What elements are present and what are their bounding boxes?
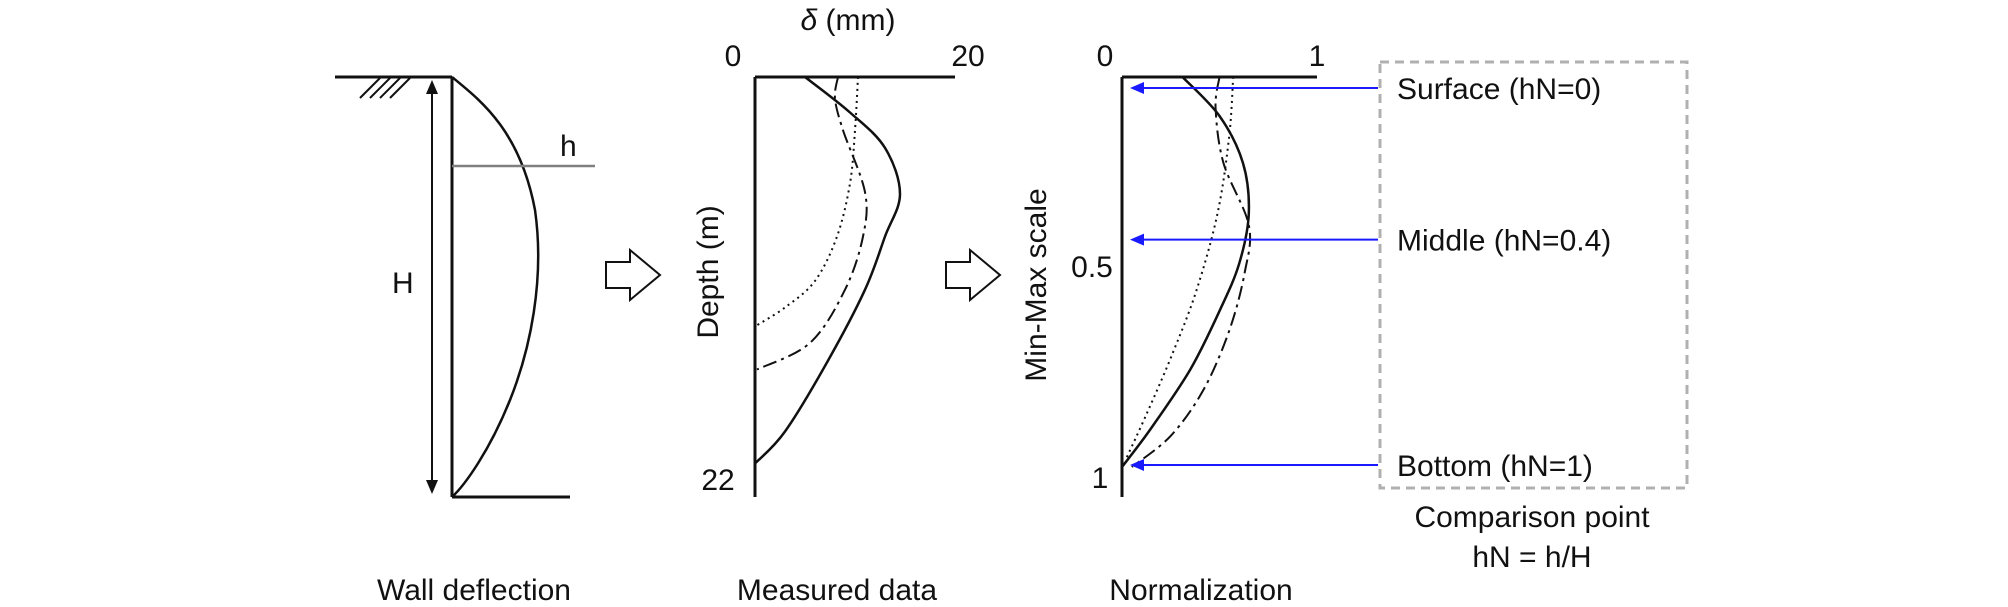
comparison-arrowhead-icon (1130, 233, 1144, 246)
x-tick-label: 0 (725, 40, 742, 73)
dimension-arrow-up-icon (426, 80, 438, 94)
normalized-series-group (1121, 76, 1252, 468)
dimension-arrow-down-icon (426, 480, 438, 494)
series-line-dashdot (756, 76, 868, 371)
delta-symbol: δ (801, 4, 818, 37)
y-tick-label: 22 (701, 464, 734, 497)
y-axis-label: Depth (m) (692, 205, 725, 338)
y-axis-label: Min-Max scale (1020, 188, 1053, 381)
normalization-caption: Normalization (1109, 574, 1292, 607)
measured-series-group (754, 76, 902, 465)
measured-data-caption: Measured data (737, 574, 937, 607)
h-label: h (560, 130, 577, 163)
comparison-arrows-group: Surface (hN=0) Middle (hN=0.4) Bottom (hN=… (1130, 73, 1611, 483)
comparison-point-label: Middle (hN=0.4) (1397, 225, 1611, 258)
x-tick-label: 1 (1309, 40, 1326, 73)
comparison-point-label: Bottom (hN=1) (1397, 450, 1593, 483)
series-line-dotted (756, 76, 859, 327)
x-tick-label: 20 (951, 40, 984, 73)
comparison-box (1378, 60, 1689, 490)
x-axis-label: δ (mm) (801, 4, 896, 37)
comparison-panel: Surface (hN=0) Middle (hN=0.4) Bottom (hN=… (1130, 60, 1689, 574)
comparison-point-label: Surface (hN=0) (1397, 73, 1601, 106)
series-line-solid (754, 76, 902, 465)
y-tick-label: 1 (1092, 462, 1109, 495)
measured-data-panel: 0 20 δ (mm) Depth (m) 22 Measured data (692, 4, 985, 607)
y-tick-label: 0.5 (1071, 251, 1113, 284)
wall-deflection-caption: Wall deflection (377, 574, 571, 607)
series-line-dotted (1124, 76, 1235, 460)
wall-deflection-panel: h H Wall deflection (335, 75, 595, 607)
soil-hatch-icon (359, 77, 411, 99)
flow-arrow-icon (945, 247, 1002, 303)
flow-arrow-icon (605, 247, 662, 303)
comparison-caption-line2: hN = h/H (1472, 541, 1591, 574)
normalization-panel: 0 1 Min-Max scale 0.5 1 Normalization (1020, 40, 1325, 607)
comparison-arrowhead-icon (1130, 82, 1144, 94)
x-tick-label: 0 (1097, 40, 1114, 73)
series-line-dashdot (1131, 76, 1252, 468)
H-label: H (392, 267, 414, 300)
wall-deflection-curve (451, 76, 540, 498)
series-line-solid (1121, 76, 1251, 468)
comparison-arrowhead-icon (1130, 459, 1144, 471)
x-axis-unit: (mm) (817, 4, 895, 37)
comparison-caption-line1: Comparison point (1414, 501, 1650, 534)
